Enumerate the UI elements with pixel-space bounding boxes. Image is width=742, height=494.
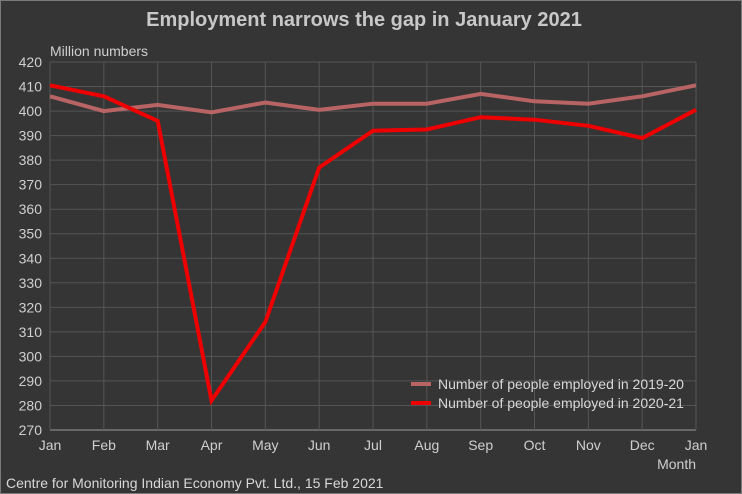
series-line-2020-21 [49,83,697,406]
y-tick-label: 270 [19,422,43,438]
chart-title: Employment narrows the gap in January 20… [146,9,582,31]
y-tick-label: 390 [19,128,43,144]
y-tick-label: 340 [19,250,43,266]
x-tick-label: Nov [576,437,601,453]
y-tick-label: 410 [19,79,43,95]
y-tick-label: 370 [19,177,43,193]
x-tick-label: Feb [92,437,116,453]
y-tick-label: 280 [19,397,43,413]
series-lines [49,83,697,406]
source-note: Centre for Monitoring Indian Economy Pvt… [6,475,384,491]
grid [49,61,697,431]
y-tick-label: 290 [19,373,43,389]
x-axis-label: Month [657,456,696,472]
y-tick-label: 380 [19,152,43,168]
x-tick-label: Apr [201,437,223,453]
x-tick-label: Mar [146,437,170,453]
x-tick-label: Jul [364,437,382,453]
x-tick-label: Jan [39,437,62,453]
x-axis-ticks: Jan Feb Mar Apr May Jun Jul Aug Sep Oct Nov Dec Jan [39,437,708,453]
legend-label-2019-20: Number of people employed in 2019-20 [438,376,684,392]
legend-label-2020-21: Number of people employed in 2020-21 [438,395,684,411]
x-tick-label: May [252,437,278,453]
x-tick-label: Sep [468,437,493,453]
y-axis-ticks: 270 280 290 300 310 320 330 340 350 360 370 380 390 4… [19,54,43,438]
y-tick-label: 300 [19,348,43,364]
series-line-2019-20 [49,83,697,115]
y-axis-label: Million numbers [50,43,148,59]
y-tick-label: 330 [19,275,43,291]
legend: Number of people employed in 2019-20 Num… [411,376,684,411]
x-tick-label: Dec [630,437,655,453]
y-tick-label: 320 [19,299,43,315]
y-tick-label: 350 [19,226,43,242]
x-tick-label: Aug [414,437,439,453]
y-tick-label: 360 [19,201,43,217]
x-tick-label: Jan [685,437,708,453]
y-tick-label: 420 [19,54,43,70]
y-tick-label: 400 [19,103,43,119]
x-tick-label: Jun [308,437,331,453]
y-tick-label: 310 [19,324,43,340]
x-tick-label: Oct [524,437,546,453]
